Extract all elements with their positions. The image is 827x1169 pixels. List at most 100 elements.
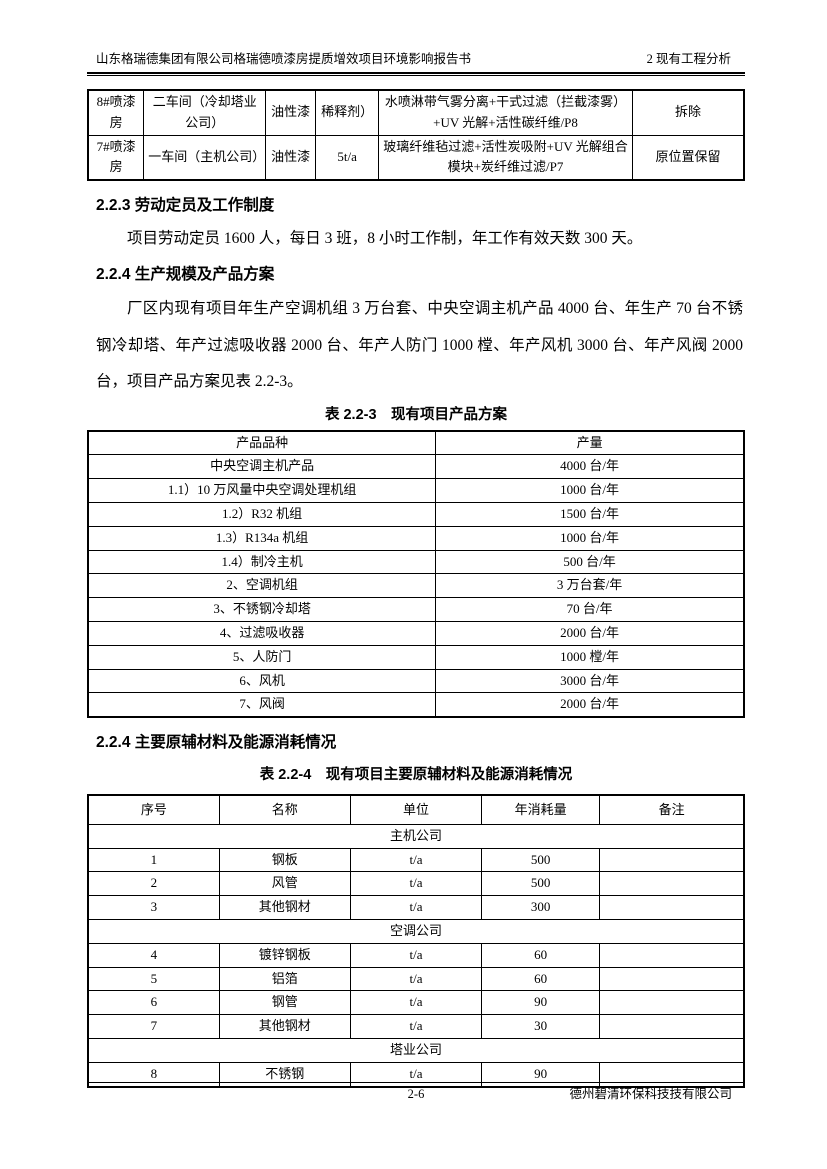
group-label: 主机公司 [87, 823, 745, 849]
table-cell [599, 990, 745, 1016]
header-rule [87, 72, 745, 76]
table-cell: 镀锌钢板 [218, 942, 351, 968]
table-cell: 原位置保留 [631, 134, 745, 181]
table-cell: 8#喷漆房 [87, 89, 145, 136]
table-cell: 4、过滤吸收器 [87, 621, 437, 646]
table-cell: 水喷淋带气雾分离+干式过滤（拦截漆雾）+UV 光解+活性碳纤维/P8 [378, 89, 633, 136]
table-cell: 1.1）10 万风量中央空调处理机组 [87, 478, 437, 504]
table-cell: 风管 [218, 871, 351, 897]
paragraph-scale: 厂区内现有项目年生产空调机组 3 万台套、中央空调主机产品 4000 台、年生产… [96, 300, 743, 391]
table-cell: 500 [481, 847, 601, 873]
table-cell: 一车间（主机公司） [143, 134, 267, 181]
table-cell: 其他钢材 [218, 895, 351, 920]
table-row: 1 钢板 t/a 500 [87, 847, 745, 873]
table-cell: 5t/a [315, 134, 380, 181]
table-cell: 2000 台/年 [435, 621, 745, 646]
table-cell: 钢管 [218, 990, 351, 1016]
table-row: 2 风管 t/a 500 [87, 871, 745, 897]
spray-booth-table: 8#喷漆房 二车间（冷却塔业公司） 油性漆 稀释剂） 水喷淋带气雾分离+干式过滤… [87, 89, 745, 182]
table-cell: t/a [349, 847, 483, 873]
table-cell: 60 [481, 942, 601, 968]
table-header-row: 产品品种 产量 [87, 430, 745, 456]
table-cell: t/a [349, 942, 483, 968]
chapter-label: 2 现有工程分析 [646, 52, 731, 66]
product-table: 产品品种 产量 中央空调主机产品 4000 台/年 1.1）10 万风量中央空调… [87, 429, 745, 719]
table-cell: 铝箔 [218, 966, 351, 992]
table-cell: 90 [481, 990, 601, 1016]
table-cell: 1500 台/年 [435, 502, 745, 527]
product-table-caption: 表 2.2-3 现有项目产品方案 [324, 406, 508, 423]
materials-table-caption: 表 2.2-4 现有项目主要原辅材料及能源消耗情况 [259, 767, 573, 784]
table-row: 5、人防门 1000 樘/年 [87, 644, 745, 670]
table-cell: 3 万台套/年 [435, 573, 745, 599]
table-cell: 6 [87, 990, 220, 1016]
table-cell: 5 [87, 966, 220, 992]
table-cell [599, 871, 745, 897]
column-header: 产品品种 [87, 430, 437, 456]
table-cell: 1000 台/年 [435, 478, 745, 504]
table-cell: t/a [349, 966, 483, 992]
table-cell: 1 [87, 847, 220, 873]
table-row: 7#喷漆房 一车间（主机公司） 油性漆 5t/a 玻璃纤维毡过滤+活性炭吸附+U… [87, 134, 745, 181]
table-cell: 3000 台/年 [435, 668, 745, 694]
group-row: 空调公司 [87, 918, 745, 944]
table-cell: 7#喷漆房 [87, 134, 145, 181]
group-row: 主机公司 [87, 823, 745, 849]
table-row: 3、不锈钢冷却塔 70 台/年 [87, 597, 745, 623]
table-cell: 60 [481, 966, 601, 992]
page-number: 2-6 [407, 1087, 425, 1101]
group-row: 塔业公司 [87, 1037, 745, 1063]
table-cell: 2 [87, 871, 220, 897]
table-cell: t/a [349, 871, 483, 897]
table-row: 1.2）R32 机组 1500 台/年 [87, 502, 745, 527]
table-cell: 300 [481, 895, 601, 920]
table-cell: 其他钢材 [218, 1014, 351, 1039]
table-cell: 2000 台/年 [435, 692, 745, 718]
table-cell: 3、不锈钢冷却塔 [87, 597, 437, 623]
table-cell [599, 895, 745, 920]
materials-table: 序号 名称 单位 年消耗量 备注 主机公司 1 钢板 t/a 500 2 风管 … [87, 794, 745, 1088]
table-header-row: 序号 名称 单位 年消耗量 备注 [87, 794, 745, 825]
page-footer: 2-6 德州碧清环保科技技有限公司 [87, 1082, 745, 1106]
column-header: 产量 [435, 430, 745, 456]
column-header: 备注 [599, 794, 745, 825]
table-row: 4 镀锌钢板 t/a 60 [87, 942, 745, 968]
column-header: 序号 [87, 794, 220, 825]
table-cell: 3 [87, 895, 220, 920]
group-label: 空调公司 [87, 918, 745, 944]
table-cell: t/a [349, 1014, 483, 1039]
table-row: 1.3）R134a 机组 1000 台/年 [87, 525, 745, 551]
section-heading-materials: 2.2.4 主要原辅材料及能源消耗情况 [96, 734, 337, 752]
table-row: 5 铝箔 t/a 60 [87, 966, 745, 992]
table-row: 8#喷漆房 二车间（冷却塔业公司） 油性漆 稀释剂） 水喷淋带气雾分离+干式过滤… [87, 89, 745, 136]
column-header: 年消耗量 [481, 794, 601, 825]
table-row: 中央空调主机产品 4000 台/年 [87, 454, 745, 480]
table-cell: 2、空调机组 [87, 573, 437, 599]
table-cell: 7 [87, 1014, 220, 1039]
table-cell: 二车间（冷却塔业公司） [143, 89, 267, 136]
table-cell: 油性漆 [265, 89, 317, 136]
table-cell: 500 台/年 [435, 549, 745, 575]
table-cell [599, 966, 745, 992]
table-cell: t/a [349, 895, 483, 920]
table-row: 3 其他钢材 t/a 300 [87, 895, 745, 920]
table-cell: 4 [87, 942, 220, 968]
table-cell: 中央空调主机产品 [87, 454, 437, 480]
table-cell: 70 台/年 [435, 597, 745, 623]
table-cell: 钢板 [218, 847, 351, 873]
section-heading-scale: 2.2.4 生产规模及产品方案 [96, 266, 275, 284]
table-cell [599, 1014, 745, 1039]
table-row: 6 钢管 t/a 90 [87, 990, 745, 1016]
table-cell: t/a [349, 990, 483, 1016]
table-row: 7、风阀 2000 台/年 [87, 692, 745, 718]
page-header: 山东格瑞德集团有限公司格瑞德喷漆房提质增效项目环境影响报告书 2 现有工程分析 [87, 50, 745, 72]
table-row: 6、风机 3000 台/年 [87, 668, 745, 694]
table-cell [599, 942, 745, 968]
paragraph-labor: 项目劳动定员 1600 人，每日 3 班，8 小时工作制，年工作有效天数 300… [127, 230, 643, 248]
column-header: 单位 [349, 794, 483, 825]
table-row: 1.4）制冷主机 500 台/年 [87, 549, 745, 575]
table-cell: 稀释剂） [315, 89, 380, 136]
table-cell: 1.3）R134a 机组 [87, 525, 437, 551]
doc-title: 山东格瑞德集团有限公司格瑞德喷漆房提质增效项目环境影响报告书 [96, 52, 472, 66]
table-cell [599, 847, 745, 873]
